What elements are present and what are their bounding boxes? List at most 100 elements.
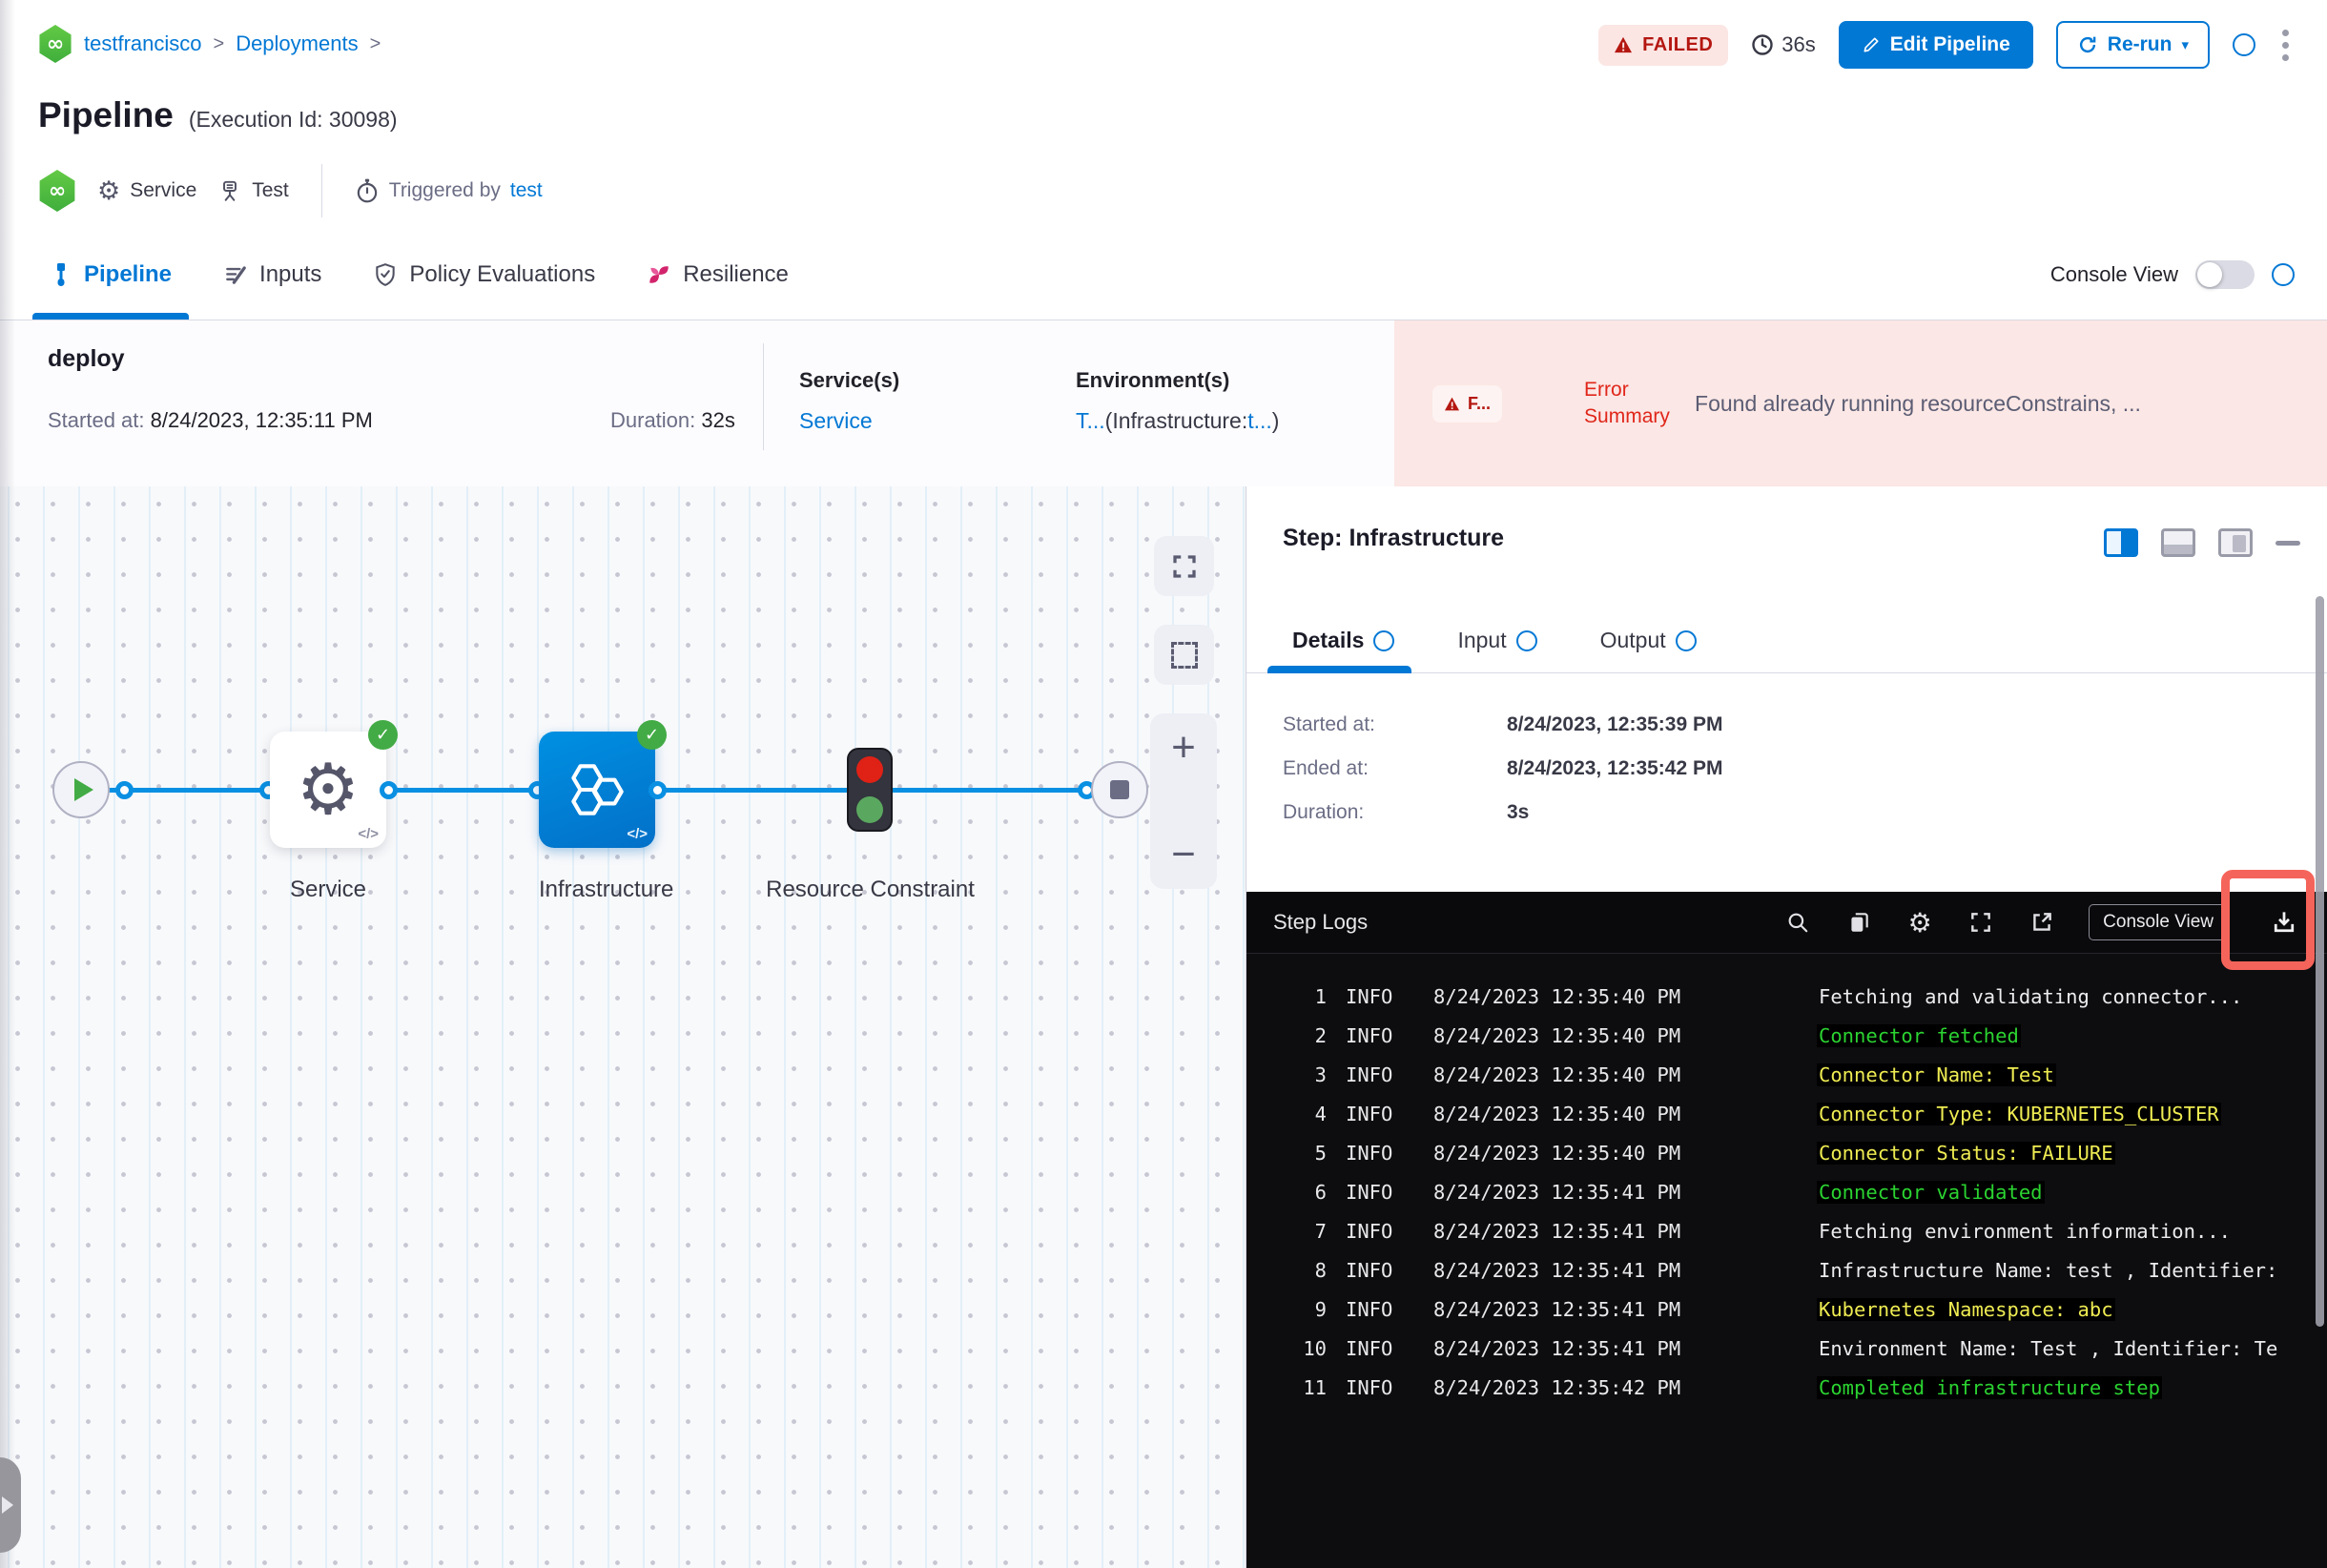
layout-float-icon[interactable] xyxy=(2218,528,2253,557)
environment-link[interactable]: T...(Infrastructure:t...) xyxy=(1076,408,1280,433)
log-timestamp: 8/24/2023 12:35:40 PM xyxy=(1433,1141,1681,1165)
canvas-fullscreen-button[interactable] xyxy=(1154,536,1214,596)
status-badge: FAILED xyxy=(1598,24,1729,66)
code-icon: </> xyxy=(358,826,379,842)
node-infrastructure[interactable]: ✓ </> xyxy=(539,720,667,848)
zoom-out-button[interactable]: − xyxy=(1171,831,1196,877)
marquee-select-icon xyxy=(1170,641,1198,669)
log-line-number: 2 xyxy=(1314,1023,1327,1047)
log-search-button[interactable] xyxy=(1783,908,1812,937)
divider xyxy=(763,343,764,450)
rerun-button[interactable]: Re-run ▾ xyxy=(2055,21,2210,69)
minimize-panel-button[interactable] xyxy=(2276,540,2300,546)
log-line: 4 INFO 8/24/2023 12:35:40 PM Connector T… xyxy=(1273,1094,2327,1133)
tab-policy-evaluations[interactable]: Policy Evaluations xyxy=(361,229,607,320)
tab-output[interactable]: Output xyxy=(1600,609,1697,672)
layout-right-icon[interactable] xyxy=(2104,528,2138,557)
tab-pipeline[interactable]: Pipeline xyxy=(31,229,190,320)
gear-icon: ⚙ xyxy=(1907,906,1932,939)
pipeline-graph-canvas[interactable]: ⚙ ✓ </> Service ✓ </> Infrastructure Res… xyxy=(0,486,1246,1568)
log-line-number: 6 xyxy=(1314,1180,1327,1204)
edit-pipeline-button[interactable]: Edit Pipeline xyxy=(1838,21,2033,69)
stage-meta[interactable]: Test xyxy=(217,178,289,203)
log-timestamp: 8/24/2023 12:35:41 PM xyxy=(1433,1336,1681,1360)
step-logs-header: Step Logs ⚙ xyxy=(1246,892,2327,954)
cd-module-icon: ∞ xyxy=(39,170,75,212)
graph-edge xyxy=(893,788,1095,793)
end-node[interactable] xyxy=(1091,761,1148,818)
tab-details[interactable]: Details xyxy=(1266,609,1412,673)
log-timestamp: 8/24/2023 12:35:41 PM xyxy=(1433,1258,1681,1282)
console-view-toggle[interactable] xyxy=(2195,259,2255,289)
log-line: 8 INFO 8/24/2023 12:35:41 PM Infrastruct… xyxy=(1273,1250,2327,1289)
infrastructure-icon xyxy=(571,764,624,815)
expand-nav-handle[interactable] xyxy=(0,1457,21,1553)
breadcrumb-project[interactable]: testfrancisco xyxy=(84,31,202,55)
log-line: 11 INFO 8/24/2023 12:35:42 PM Completed … xyxy=(1273,1368,2327,1407)
red-light-icon xyxy=(856,756,883,783)
node-label: Infrastructure xyxy=(539,877,674,902)
output-info-icon[interactable] xyxy=(1675,629,1697,651)
log-line-number: 10 xyxy=(1303,1336,1327,1360)
log-level: INFO xyxy=(1346,1219,1393,1243)
stage-name[interactable]: deploy xyxy=(48,345,125,372)
log-lines[interactable]: 1 INFO 8/24/2023 12:35:40 PM Fetching an… xyxy=(1246,954,2327,1407)
inputs-icon xyxy=(226,265,246,284)
node-resource-constraint[interactable] xyxy=(847,748,893,832)
breadcrumb-deployments[interactable]: Deployments xyxy=(236,31,359,55)
stage-started: Started at: 8/24/2023, 12:35:11 PM xyxy=(48,408,373,432)
breadcrumb: ∞ testfrancisco > Deployments > xyxy=(38,25,2293,63)
log-message: Infrastructure Name: test , Identifier: xyxy=(1819,1258,2278,1282)
log-timestamp: 8/24/2023 12:35:41 PM xyxy=(1433,1219,1681,1243)
detail-row: Started at: 8/24/2023, 12:35:39 PM xyxy=(1283,713,1723,735)
service-link[interactable]: Service xyxy=(799,408,873,433)
error-summary-message[interactable]: Found already running resourceConstrains… xyxy=(1695,390,2141,416)
log-open-new-tab-button[interactable] xyxy=(2028,908,2056,937)
edge-socket xyxy=(115,781,134,799)
log-message: Fetching and validating connector... xyxy=(1819,984,2243,1008)
log-timestamp: 8/24/2023 12:35:41 PM xyxy=(1433,1180,1681,1204)
details-info-icon[interactable] xyxy=(1373,629,1395,651)
rerun-info-icon[interactable] xyxy=(2233,33,2255,56)
console-view-label: Console View xyxy=(2049,261,2178,286)
more-options-button[interactable] xyxy=(2278,26,2293,65)
log-level: INFO xyxy=(1346,1258,1393,1282)
service-meta[interactable]: ⚙ Service xyxy=(97,175,197,206)
detail-row: Ended at: 8/24/2023, 12:35:42 PM xyxy=(1283,757,1723,779)
tab-resilience[interactable]: Resilience xyxy=(635,229,800,320)
stopwatch-icon xyxy=(357,178,377,203)
node-service[interactable]: ⚙ ✓ </> xyxy=(270,720,398,848)
triggered-by: Triggered by test xyxy=(355,177,543,204)
stage-summary-bar: deploy Started at: 8/24/2023, 12:35:11 P… xyxy=(0,320,2327,486)
step-details-panel: Step: Infrastructure Details Input Outpu… xyxy=(1246,486,2327,1568)
canvas-select-button[interactable] xyxy=(1154,625,1214,685)
tab-input[interactable]: Input xyxy=(1457,609,1537,672)
services-column: Service(s) Service xyxy=(799,368,900,433)
log-level: INFO xyxy=(1346,1023,1393,1047)
log-line: 3 INFO 8/24/2023 12:35:40 PM Connector N… xyxy=(1273,1055,2327,1094)
panel-scrollbar[interactable] xyxy=(2316,596,2324,1327)
tab-inputs[interactable]: Inputs xyxy=(212,229,333,320)
gear-icon: ⚙ xyxy=(97,175,121,206)
input-info-icon[interactable] xyxy=(1515,629,1537,651)
step-logs-console: Step Logs ⚙ xyxy=(1246,892,2327,1568)
caret-down-icon: ▾ xyxy=(2181,36,2189,53)
start-node[interactable] xyxy=(52,761,110,818)
log-settings-button[interactable]: ⚙ xyxy=(1905,906,1934,939)
warning-icon xyxy=(1445,397,1459,410)
log-line: 6 INFO 8/24/2023 12:35:41 PM Connector v… xyxy=(1273,1172,2327,1211)
triggered-by-user[interactable]: test xyxy=(509,179,543,201)
log-fullscreen-button[interactable] xyxy=(1967,908,1995,937)
zoom-in-button[interactable]: + xyxy=(1171,724,1196,771)
status-text: FAILED xyxy=(1642,33,1714,55)
log-download-button[interactable] xyxy=(2270,908,2298,937)
download-icon xyxy=(2274,912,2295,933)
log-copy-button[interactable] xyxy=(1844,908,1873,937)
console-view-info-icon[interactable] xyxy=(2272,262,2295,286)
layout-bottom-icon[interactable] xyxy=(2161,528,2195,557)
log-console-view-button[interactable]: Console View xyxy=(2089,904,2228,940)
step-tabs: Details Input Output xyxy=(1246,609,2327,673)
log-timestamp: 8/24/2023 12:35:40 PM xyxy=(1433,1102,1681,1125)
log-line-number: 11 xyxy=(1303,1375,1327,1399)
log-message: Connector Name: Test xyxy=(1817,1063,2056,1086)
